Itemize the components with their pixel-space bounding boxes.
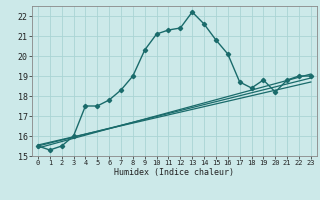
X-axis label: Humidex (Indice chaleur): Humidex (Indice chaleur) — [115, 168, 234, 177]
